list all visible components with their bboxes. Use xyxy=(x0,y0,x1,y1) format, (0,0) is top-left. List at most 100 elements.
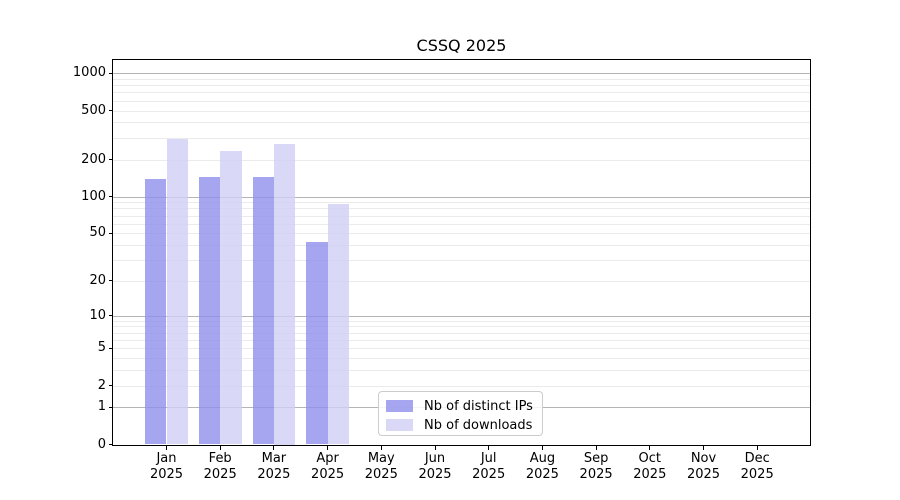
bar-distinct-ips xyxy=(252,177,274,445)
legend-item-downloads: Nb of downloads xyxy=(386,416,534,434)
y-axis-tick xyxy=(109,315,113,317)
x-tick-year: 2025 xyxy=(740,467,774,482)
x-tick-label: Jan 2025 xyxy=(139,451,195,483)
x-tick-label: Feb 2025 xyxy=(192,451,248,483)
y-axis-tick xyxy=(109,72,113,74)
legend-label: Nb of downloads xyxy=(424,417,533,433)
x-axis-tick xyxy=(649,446,651,450)
y-gridline-minor xyxy=(113,339,810,341)
x-tick-year: 2025 xyxy=(257,467,291,482)
x-axis-tick xyxy=(380,446,382,450)
y-gridline-major xyxy=(113,73,810,75)
x-tick-month: Sep xyxy=(583,451,609,466)
y-gridline-minor xyxy=(113,100,810,102)
y-tick-label: 0 xyxy=(97,436,106,452)
x-tick-year: 2025 xyxy=(311,467,345,482)
y-tick-label: 5 xyxy=(97,340,106,356)
x-tick-year: 2025 xyxy=(364,467,398,482)
x-tick-label: Jun 2025 xyxy=(407,451,463,483)
x-tick-year: 2025 xyxy=(579,467,613,482)
x-tick-month: Jun xyxy=(424,451,446,466)
y-gridline-minor xyxy=(113,280,810,282)
x-tick-month: Jul xyxy=(480,451,497,466)
legend-swatch-distinct-ips xyxy=(386,400,413,412)
y-axis-tick xyxy=(109,280,113,282)
y-gridline-minor xyxy=(113,223,810,225)
plot-area xyxy=(112,59,811,446)
x-tick-year: 2025 xyxy=(472,467,506,482)
x-tick-year: 2025 xyxy=(633,467,667,482)
y-gridline-major xyxy=(113,315,810,317)
x-tick-year: 2025 xyxy=(418,467,452,482)
x-axis-tick xyxy=(434,446,436,450)
y-gridline-minor xyxy=(113,320,810,322)
x-tick-label: Aug 2025 xyxy=(514,451,570,483)
bar-downloads xyxy=(327,203,349,445)
x-tick-month: Apr xyxy=(316,451,339,466)
x-axis-tick xyxy=(595,446,597,450)
y-gridline-minor xyxy=(113,358,810,359)
y-gridline-minor xyxy=(113,122,810,124)
x-tick-label: May 2025 xyxy=(353,451,409,483)
y-axis-tick xyxy=(109,159,113,160)
x-tick-label: Dec 2025 xyxy=(729,451,785,483)
y-tick-label: 50 xyxy=(89,225,106,241)
y-gridline-major xyxy=(113,196,810,198)
x-axis-tick xyxy=(756,446,758,450)
y-gridline-minor xyxy=(113,370,810,371)
x-tick-year: 2025 xyxy=(686,467,721,482)
y-gridline-minor xyxy=(113,385,810,387)
bar-distinct-ips xyxy=(306,242,328,445)
y-tick-label: 20 xyxy=(89,272,106,288)
y-axis-tick xyxy=(109,385,113,386)
y-tick-label: 500 xyxy=(81,102,106,118)
y-gridline-minor xyxy=(113,85,810,87)
y-tick-label: 1000 xyxy=(72,65,106,81)
y-axis-tick xyxy=(109,196,113,197)
bar-downloads xyxy=(220,150,242,445)
chart-title: CSSQ 2025 xyxy=(416,36,507,55)
x-tick-year: 2025 xyxy=(525,467,559,482)
y-gridline-minor xyxy=(113,78,810,80)
x-tick-label: Oct 2025 xyxy=(622,451,678,483)
x-axis-tick xyxy=(273,446,275,450)
y-gridline-minor xyxy=(113,245,810,246)
y-tick-label: 1 xyxy=(97,399,106,415)
x-axis-tick xyxy=(488,446,490,450)
x-tick-month: Aug xyxy=(529,451,556,466)
y-gridline-minor xyxy=(113,110,810,112)
bar-downloads xyxy=(166,138,188,445)
y-gridline-minor xyxy=(113,208,810,210)
y-gridline-minor xyxy=(113,260,810,261)
y-gridline-minor xyxy=(113,233,810,235)
x-tick-month: Mar xyxy=(261,451,287,466)
y-gridline-minor xyxy=(113,202,810,204)
y-gridline-minor xyxy=(113,137,810,139)
x-tick-month: May xyxy=(367,451,395,466)
x-tick-year: 2025 xyxy=(203,467,237,482)
legend-swatch-downloads xyxy=(386,419,413,431)
y-gridline-minor xyxy=(113,92,810,94)
x-tick-label: Mar 2025 xyxy=(246,451,302,483)
x-tick-label: Nov 2025 xyxy=(676,451,732,483)
y-gridline-minor xyxy=(113,215,810,217)
y-axis-tick xyxy=(109,232,113,234)
x-tick-label: Apr 2025 xyxy=(300,451,356,483)
y-tick-label: 10 xyxy=(89,307,106,323)
y-tick-label: 2 xyxy=(97,377,106,393)
y-gridline-minor xyxy=(113,159,810,161)
x-tick-label: Jul 2025 xyxy=(461,451,517,483)
y-axis-tick xyxy=(109,406,113,408)
bar-downloads xyxy=(273,143,296,445)
x-axis-tick xyxy=(219,446,221,450)
legend: Nb of distinct IPs Nb of downloads xyxy=(378,391,543,436)
y-gridline-minor xyxy=(113,326,810,328)
y-axis-tick xyxy=(109,347,113,349)
y-gridline-minor xyxy=(113,332,810,334)
y-tick-label: 200 xyxy=(81,151,106,167)
y-tick-label: 100 xyxy=(81,188,106,204)
x-tick-month: Oct xyxy=(638,451,662,466)
legend-label: Nb of distinct IPs xyxy=(424,398,533,414)
x-tick-month: Feb xyxy=(208,451,232,466)
x-tick-month: Nov xyxy=(690,451,717,466)
